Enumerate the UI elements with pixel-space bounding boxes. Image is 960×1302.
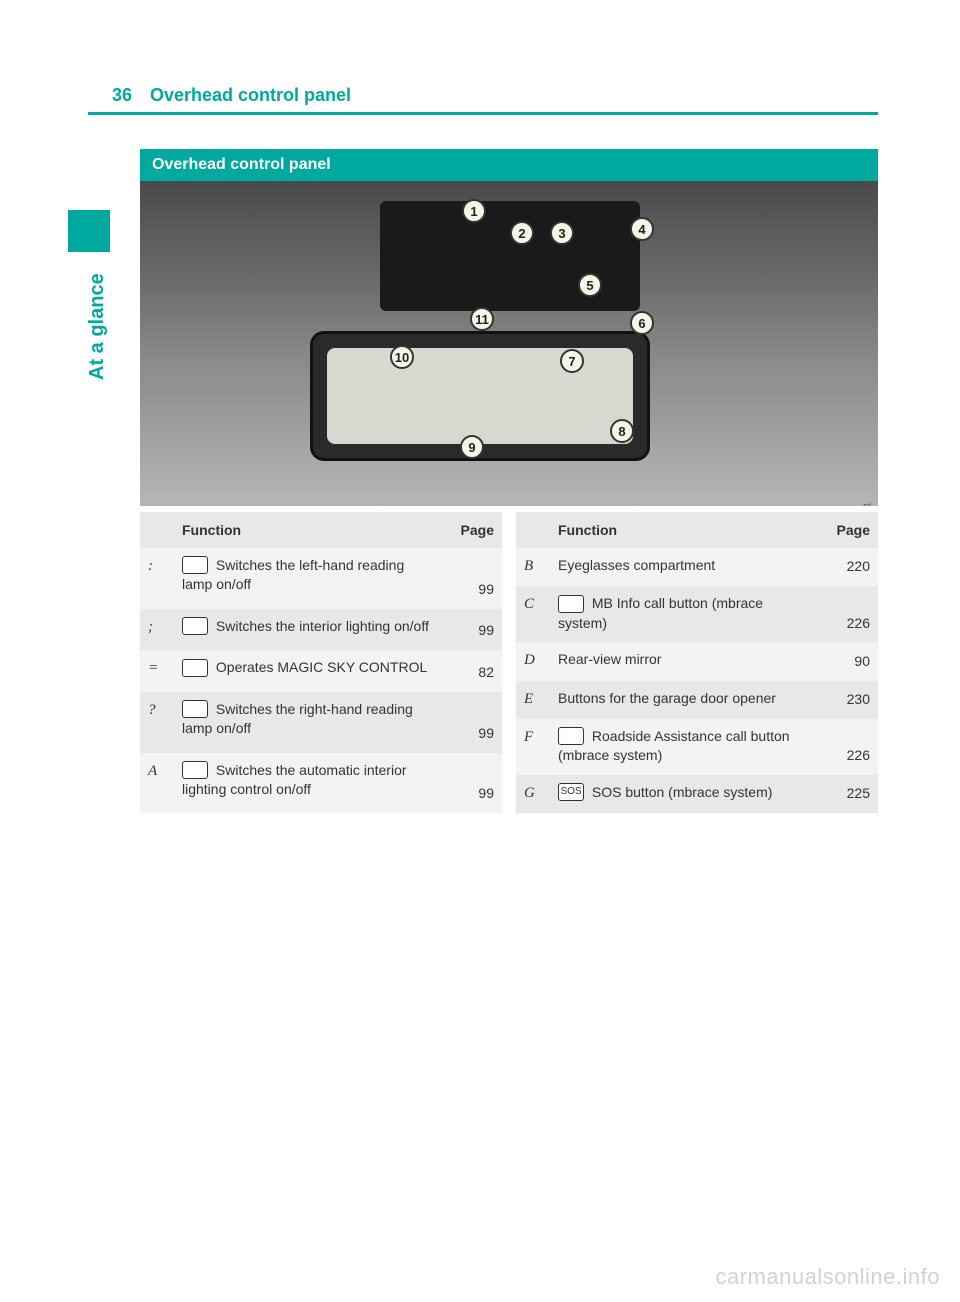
function-table-right: Function Page B Eyeglasses compartment 220…: [516, 512, 878, 813]
table-row: B Eyeglasses compartment 220: [516, 548, 878, 586]
mirror-glass: [327, 348, 633, 444]
function-table-left: Function Page : Switches the left-hand r…: [140, 512, 502, 813]
callout-11: 11: [470, 307, 494, 331]
auto-light-icon: [182, 761, 208, 779]
row-page: 99: [444, 753, 502, 814]
row-index: ?: [140, 692, 174, 753]
table-row: E Buttons for the garage door opener 230: [516, 681, 878, 719]
table-header-function: Function: [174, 512, 444, 548]
control-panel-shape: [380, 201, 640, 311]
row-page: 82: [444, 650, 502, 691]
callout-10: 10: [390, 345, 414, 369]
callout-6: 6: [630, 311, 654, 335]
table-row: ? Switches the right-hand reading lamp o…: [140, 692, 502, 753]
table-header-function: Function: [550, 512, 820, 548]
row-function-text: Operates MAGIC SKY CONTROL: [216, 659, 427, 675]
row-function-text: Switches the left-hand reading lamp on/o…: [182, 557, 404, 592]
row-function-text: Switches the interior lighting on/off: [216, 618, 429, 634]
table-header-page: Page: [444, 512, 502, 548]
function-tables: Function Page : Switches the left-hand r…: [140, 512, 878, 813]
callout-9: 9: [460, 435, 484, 459]
row-index: B: [516, 548, 550, 586]
row-page: 230: [820, 681, 878, 719]
row-function: Rear-view mirror: [550, 642, 820, 680]
page-number: 36: [88, 80, 140, 110]
row-page: 99: [444, 609, 502, 650]
table-header-page: Page: [820, 512, 878, 548]
row-function: MB Info call button (mbrace system): [550, 586, 820, 642]
callout-2: 2: [510, 221, 534, 245]
row-function-text: Eyeglasses compartment: [558, 557, 715, 573]
row-function-text: MB Info call button (mbrace system): [558, 595, 763, 630]
header-underline: [88, 112, 878, 115]
row-function-text: Switches the automatic interior lighting…: [182, 762, 407, 797]
row-function: Switches the interior lighting on/off: [174, 609, 444, 650]
sky-control-icon: [182, 659, 208, 677]
table-row: ; Switches the interior lighting on/off 9…: [140, 609, 502, 650]
running-title: Overhead control panel: [140, 80, 878, 110]
row-page: 225: [820, 775, 878, 813]
callout-7: 7: [560, 349, 584, 373]
table-row: : Switches the left-hand reading lamp on…: [140, 548, 502, 609]
table-row: A Switches the automatic interior lighti…: [140, 753, 502, 814]
row-index: E: [516, 681, 550, 719]
page-header: 36 Overhead control panel: [88, 80, 878, 110]
section-heading: Overhead control panel: [140, 149, 878, 181]
row-function: SOS SOS button (mbrace system): [550, 775, 820, 813]
row-page: 99: [444, 548, 502, 609]
interior-light-icon: [182, 617, 208, 635]
callout-8: 8: [610, 419, 634, 443]
watermark: carmanualsonline.info: [715, 1264, 940, 1290]
roadside-icon: [558, 727, 584, 745]
callout-1: 1: [462, 199, 486, 223]
callout-3: 3: [550, 221, 574, 245]
content-area: Overhead control panel 123 4 5 6 7 8 9 10 11 P82…: [140, 149, 878, 813]
row-index: D: [516, 642, 550, 680]
row-function: Switches the left-hand reading lamp on/o…: [174, 548, 444, 609]
row-function-text: Rear-view mirror: [558, 651, 661, 667]
overhead-panel-diagram: 123 4 5 6 7 8 9 10 11 P82.00-3124-31: [140, 181, 878, 506]
row-page: 226: [820, 719, 878, 775]
table-header-blank: [140, 512, 174, 548]
row-function-text: SOS button (mbrace system): [592, 784, 773, 800]
row-index: G: [516, 775, 550, 813]
row-function: Eyeglasses compartment: [550, 548, 820, 586]
row-function-text: Roadside Assistance call button (mbrace …: [558, 728, 790, 763]
sos-icon: SOS: [558, 783, 584, 801]
row-function: Buttons for the garage door opener: [550, 681, 820, 719]
row-page: 220: [820, 548, 878, 586]
row-function: Switches the right-hand reading lamp on/…: [174, 692, 444, 753]
row-index: :: [140, 548, 174, 609]
callout-5: 5: [578, 273, 602, 297]
table-row: F Roadside Assistance call button (mbrac…: [516, 719, 878, 775]
row-index: A: [140, 753, 174, 814]
row-function-text: Switches the right-hand reading lamp on/…: [182, 701, 413, 736]
table-row: C MB Info call button (mbrace system) 226: [516, 586, 878, 642]
row-page: 226: [820, 586, 878, 642]
table-row: D Rear-view mirror 90: [516, 642, 878, 680]
lamp-left-icon: [182, 556, 208, 574]
table-row: GSOS SOS button (mbrace system)225: [516, 775, 878, 813]
row-index: F: [516, 719, 550, 775]
info-call-icon: [558, 595, 584, 613]
row-page: 99: [444, 692, 502, 753]
table-row: = Operates MAGIC SKY CONTROL 82: [140, 650, 502, 691]
row-function: Roadside Assistance call button (mbrace …: [550, 719, 820, 775]
row-index: =: [140, 650, 174, 691]
row-function-text: Buttons for the garage door opener: [558, 690, 776, 706]
row-page: 90: [820, 642, 878, 680]
image-code: P82.00-3124-31: [863, 502, 874, 506]
callout-4: 4: [630, 217, 654, 241]
row-index: ;: [140, 609, 174, 650]
lamp-right-icon: [182, 700, 208, 718]
row-function: Switches the automatic interior lighting…: [174, 753, 444, 814]
page-container: 36 Overhead control panel Overhead contr…: [88, 80, 878, 813]
table-header-blank: [516, 512, 550, 548]
row-function: Operates MAGIC SKY CONTROL: [174, 650, 444, 691]
row-index: C: [516, 586, 550, 642]
